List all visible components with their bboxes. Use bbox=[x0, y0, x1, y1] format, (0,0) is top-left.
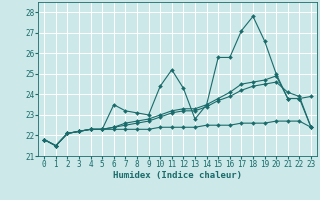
X-axis label: Humidex (Indice chaleur): Humidex (Indice chaleur) bbox=[113, 171, 242, 180]
